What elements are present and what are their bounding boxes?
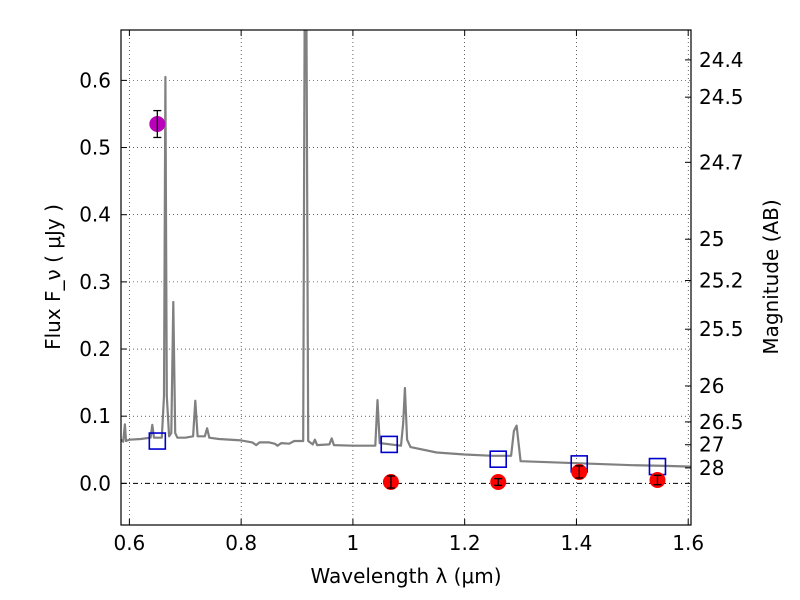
y2-tick-label: 24.7	[699, 150, 744, 174]
y2-tick-label: 25	[699, 227, 724, 251]
y-tick-label: 0.5	[79, 136, 111, 160]
y2-tick-label: 26.5	[699, 410, 744, 434]
observed-nir-point	[490, 474, 507, 491]
y2-tick-label: 26	[699, 374, 724, 398]
model-photometry-square	[489, 450, 508, 468]
observed-nir-point	[571, 463, 588, 480]
y2-tick-label: 25.5	[699, 317, 744, 341]
y-tick-label: 0.4	[79, 203, 111, 227]
x-tick-label: 1.4	[561, 531, 593, 555]
y2-tick-label: 25.2	[699, 269, 744, 293]
x-tick-label: 1	[347, 531, 360, 555]
y2-tick-label: 27	[699, 433, 724, 457]
model-spectrum-line	[121, 30, 691, 468]
y-axis-label: Flux F_ν ( μJy )	[41, 204, 65, 350]
x-tick-label: 0.6	[113, 531, 145, 555]
x-tick-label: 1.6	[672, 531, 704, 555]
y-tick-label: 0.2	[79, 337, 111, 361]
ticks: 0.6 0.8 1 1.2 1.4 1.6 0.0 0.1 0.2 0.3 0.4 0.5 0.6 24.…	[79, 30, 744, 555]
observed-nir-point	[382, 474, 399, 491]
y2-tick-label: 24.4	[699, 48, 744, 72]
observed-nir-point	[649, 472, 666, 488]
plot-background	[121, 30, 691, 525]
model-photometry-square	[380, 435, 399, 454]
plot-frame	[120, 29, 692, 526]
x-tick-label: 1.2	[449, 531, 481, 555]
y-tick-label: 0.1	[79, 404, 111, 428]
y2-tick-label: 28	[699, 456, 724, 480]
y-tick-label: 0.6	[79, 68, 111, 92]
y-tick-label: 0.3	[79, 270, 111, 294]
y-tick-label: 0.0	[79, 471, 111, 495]
x-tick-label: 0.8	[225, 531, 257, 555]
y2-tick-label: 24.5	[699, 85, 744, 109]
y2-axis-label: Magnitude (AB)	[759, 199, 783, 354]
model-photometry-square	[148, 432, 167, 450]
data-layer	[121, 30, 691, 491]
observed-optical-point	[149, 109, 166, 139]
x-axis-label: Wavelength λ (μm)	[310, 564, 501, 588]
